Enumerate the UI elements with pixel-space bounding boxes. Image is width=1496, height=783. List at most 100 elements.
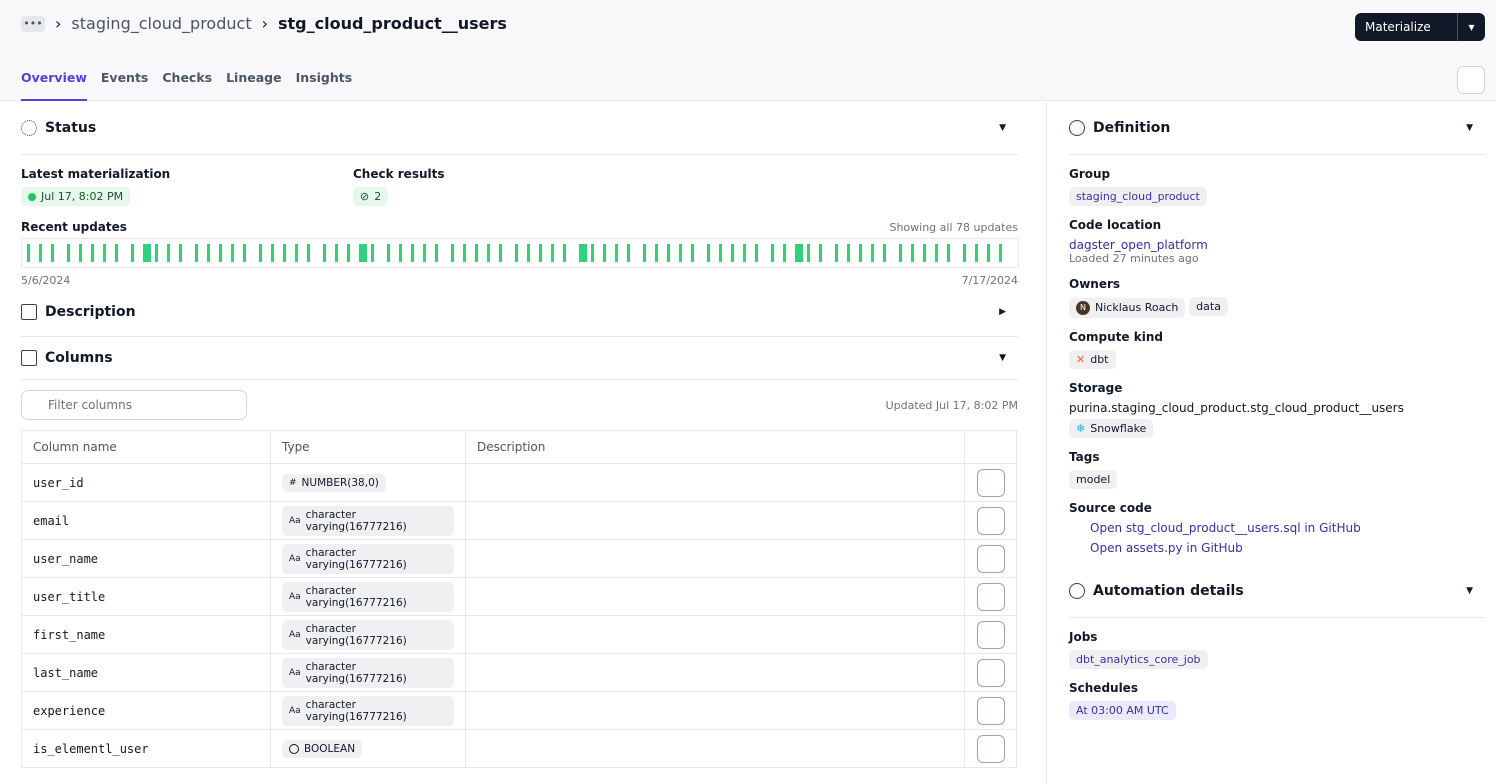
update-bar bbox=[219, 244, 222, 262]
update-bar bbox=[847, 244, 850, 262]
column-name: experience bbox=[33, 703, 106, 718]
end-date: 7/17/2024 bbox=[961, 274, 1018, 287]
refresh-button[interactable] bbox=[1457, 66, 1485, 94]
status-row: Latest materialization Jul 17, 8:02 PM C… bbox=[21, 155, 1018, 206]
label: Compute kind bbox=[1069, 329, 1163, 344]
latest: Latest materialization Jul 17, 8:02 PM bbox=[21, 155, 353, 206]
showing: Showing all 78 updates bbox=[889, 221, 1018, 234]
update-bar bbox=[795, 244, 803, 262]
tab[interactable]: Checks bbox=[162, 70, 213, 85]
type-pill: Aa character varying(16777216) bbox=[282, 543, 454, 574]
update-bar bbox=[755, 244, 758, 262]
source-link[interactable]: Open assets.py in GitHub bbox=[1090, 540, 1243, 555]
update-bar bbox=[563, 244, 566, 262]
cell: Aa character varying(16777216) bbox=[270, 577, 466, 616]
update-bar bbox=[283, 244, 286, 262]
update-bar bbox=[359, 244, 367, 262]
cell: Aa character varying(16777216) bbox=[270, 653, 466, 692]
cell bbox=[465, 463, 965, 502]
chevron: › bbox=[55, 14, 62, 33]
lineage-button[interactable] bbox=[976, 658, 1005, 687]
filter-input[interactable]: Filter columns bbox=[21, 390, 247, 420]
label: Group bbox=[1069, 167, 1111, 181]
section-header[interactable]: Status ▼ bbox=[21, 102, 1018, 155]
tab[interactable]: Insights bbox=[295, 70, 353, 85]
update-bar bbox=[27, 244, 30, 262]
recent-header: Recent updates Showing all 78 updates bbox=[21, 220, 1018, 234]
update-bar bbox=[243, 244, 246, 262]
column-row: is_elementl_user BOOLEAN bbox=[21, 729, 1017, 768]
owner-pill[interactable]: N Nicklaus Roach bbox=[1069, 297, 1186, 318]
storage-pill: ❄ Snowflake bbox=[1069, 418, 1154, 438]
lineage-button[interactable] bbox=[976, 506, 1005, 535]
update-bar bbox=[731, 244, 734, 262]
section-header[interactable]: Automation details ▼ bbox=[1069, 565, 1485, 618]
materialize-menu[interactable]: ▾ bbox=[1457, 13, 1485, 41]
cell: user_id bbox=[21, 463, 271, 502]
team-pill[interactable]: data bbox=[1189, 297, 1228, 316]
cell bbox=[964, 577, 1017, 616]
update-bar bbox=[335, 244, 338, 262]
breadcrumb: ••• › staging_cloud_product › stg_cloud_… bbox=[21, 14, 507, 33]
section-header[interactable]: Definition ▼ bbox=[1069, 102, 1485, 155]
lineage-button[interactable] bbox=[976, 544, 1005, 573]
more-button[interactable]: ••• bbox=[21, 15, 45, 32]
column-row: user_name Aa character varying(16777216) bbox=[21, 539, 1017, 578]
date-range: 5/6/2024 7/17/2024 bbox=[21, 274, 1018, 287]
column-name: user_title bbox=[33, 589, 106, 604]
lineage-button[interactable] bbox=[976, 696, 1005, 725]
tag: model bbox=[1076, 472, 1111, 486]
update-bar bbox=[155, 244, 158, 262]
latest-pill[interactable]: Jul 17, 8:02 PM bbox=[21, 187, 131, 206]
cell: user_title bbox=[21, 577, 271, 616]
cell: Aa character varying(16777216) bbox=[270, 539, 466, 578]
check-pill[interactable]: ⊘ 2 bbox=[353, 187, 389, 206]
tab[interactable]: Lineage bbox=[226, 70, 282, 85]
chevron: › bbox=[261, 14, 268, 33]
update-bar bbox=[515, 244, 518, 262]
tab[interactable]: Overview bbox=[21, 70, 87, 101]
lineage-button[interactable] bbox=[976, 468, 1005, 497]
tab[interactable]: Events bbox=[100, 70, 149, 85]
icon bbox=[1069, 582, 1085, 599]
breadcrumb-parent[interactable]: staging_cloud_product bbox=[71, 14, 252, 33]
label: Owners bbox=[1069, 277, 1121, 291]
label: Source code bbox=[1069, 500, 1152, 515]
type-pill: Aa character varying(16777216) bbox=[282, 657, 454, 688]
update-bar bbox=[195, 244, 198, 262]
update-bar bbox=[103, 244, 106, 262]
cell bbox=[465, 539, 965, 578]
strip-bg bbox=[21, 238, 1019, 268]
start-date: 5/6/2024 bbox=[21, 274, 71, 287]
materialize-button[interactable]: Materialize ▾ bbox=[1355, 13, 1485, 41]
lineage-button[interactable] bbox=[976, 620, 1005, 649]
cell: Aa character varying(16777216) bbox=[270, 691, 466, 730]
caret: ▼ bbox=[1466, 585, 1473, 596]
section-header[interactable]: Description ▶ bbox=[21, 287, 1018, 337]
check-icon: ⊘ bbox=[360, 190, 370, 203]
lineage-button[interactable] bbox=[976, 734, 1005, 763]
update-bar bbox=[603, 244, 606, 262]
type-pill: Aa character varying(16777216) bbox=[282, 505, 454, 536]
update-bar bbox=[643, 244, 646, 262]
label: Storage bbox=[1069, 380, 1123, 395]
cell: experience bbox=[21, 691, 271, 730]
code-location[interactable]: dagster_open_platform bbox=[1069, 238, 1208, 252]
section-header[interactable]: Columns ▼ bbox=[21, 337, 1018, 380]
source-link[interactable]: Open stg_cloud_product__users.sql in Git… bbox=[1090, 520, 1361, 535]
check-value: 2 bbox=[374, 190, 382, 203]
update-bar bbox=[143, 244, 151, 262]
update-bar bbox=[307, 244, 310, 262]
group-pill[interactable]: staging_cloud_product bbox=[1069, 187, 1207, 206]
schedule-pill[interactable]: At 03:00 AM UTC bbox=[1069, 700, 1176, 720]
lineage-button[interactable] bbox=[976, 582, 1005, 611]
header: ••• › staging_cloud_product › stg_cloud_… bbox=[0, 0, 1496, 101]
cell: last_name bbox=[21, 653, 271, 692]
type-pill: Aa character varying(16777216) bbox=[282, 619, 454, 650]
update-bar bbox=[719, 244, 722, 262]
caret: ▶ bbox=[999, 306, 1006, 317]
schedule: At 03:00 AM UTC bbox=[1076, 703, 1169, 717]
update-bar bbox=[783, 244, 786, 262]
job-pill[interactable]: dbt_analytics_core_job bbox=[1069, 649, 1208, 669]
cell: first_name bbox=[21, 615, 271, 654]
